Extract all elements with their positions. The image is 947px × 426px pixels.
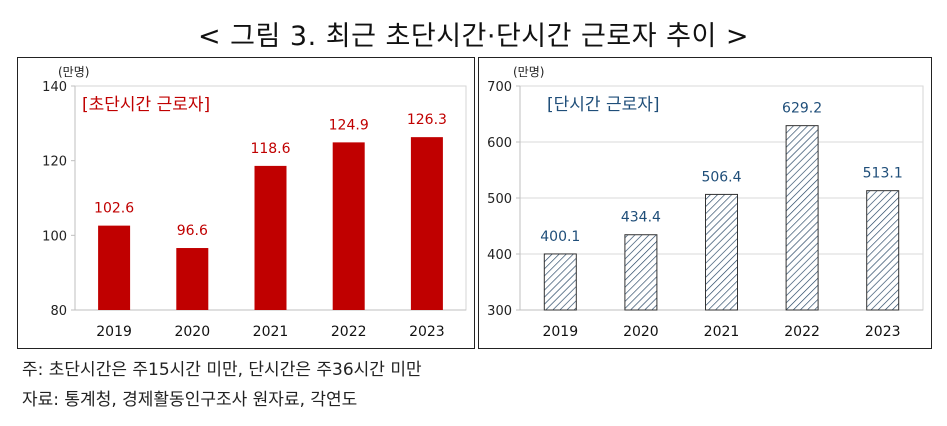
bar	[98, 225, 131, 310]
bar-value-label: 124.9	[329, 117, 369, 133]
bar-value-label: 126.3	[407, 112, 447, 128]
footnote: 주: 초단시간은 주15시간 미만, 단시간은 주36시간 미만	[22, 360, 422, 380]
x-tick-label: 2023	[865, 324, 901, 340]
y-tick-label: 80	[50, 304, 67, 319]
bar-value-label: 434.4	[621, 210, 661, 226]
y-unit-label: (만명)	[58, 65, 89, 79]
x-tick-label: 2021	[704, 324, 740, 340]
chart-short-time-workers: 80 100 120 140(만명) [초단시간 근로자] 102.6 2019 96.6 20…	[42, 65, 467, 340]
bar	[254, 165, 287, 310]
bar	[332, 142, 365, 310]
figure-title: < 그림 3. 최근 초단시간·단시간 근로자 추이 >	[197, 21, 750, 52]
bar-value-label: 506.4	[701, 169, 741, 185]
x-tick-label: 2019	[542, 324, 578, 340]
y-tick-label: 400	[487, 248, 512, 263]
bar-value-label: 102.6	[94, 201, 134, 217]
y-tick-label: 700	[487, 80, 512, 95]
x-tick-label: 2019	[96, 324, 132, 340]
y-tick-label: 100	[42, 229, 67, 244]
bar-value-label: 96.6	[177, 223, 208, 239]
bar-value-label: 118.6	[250, 141, 290, 157]
chart-panel-short-time: 80 100 120 140 (만명) [초단시간 근로자] 102.6 2019 96.6 20…	[17, 57, 475, 349]
bar	[543, 253, 577, 311]
bar	[410, 137, 443, 310]
bar	[785, 125, 819, 311]
x-tick-label: 2022	[784, 324, 820, 340]
source-note: 자료: 통계청, 경제활동인구조사 원자료, 각연도	[22, 390, 358, 410]
bar	[176, 248, 209, 310]
bar	[624, 234, 658, 311]
y-unit-label: (만명)	[513, 65, 544, 79]
bar-value-label: 629.2	[782, 101, 822, 117]
x-tick-label: 2023	[409, 324, 445, 340]
x-tick-label: 2020	[623, 324, 659, 340]
bar	[705, 193, 738, 311]
y-tick-label: 600	[487, 136, 512, 151]
y-tick-label: 300	[487, 304, 512, 319]
bar-value-label: 513.1	[863, 166, 903, 182]
y-tick-label: 500	[487, 192, 512, 207]
y-tick-label: 120	[42, 155, 67, 170]
chart-title: [단시간 근로자]	[547, 95, 660, 115]
y-tick-label: 140	[42, 80, 67, 95]
x-tick-label: 2020	[174, 324, 210, 340]
chart-part-time-workers: 300 400 500 600 700(만명) [단시간 근로자] 400.1 2019 434…	[487, 65, 924, 340]
bar	[866, 190, 900, 311]
x-tick-label: 2021	[253, 324, 289, 340]
bar-value-label: 400.1	[540, 229, 580, 245]
x-tick-label: 2022	[331, 324, 367, 340]
chart-panel-part-time: 300 400 500 600 700 (만명) [단시간 근로자] 400.1 2019 434…	[478, 57, 932, 349]
chart-title: [초단시간 근로자]	[82, 95, 210, 115]
